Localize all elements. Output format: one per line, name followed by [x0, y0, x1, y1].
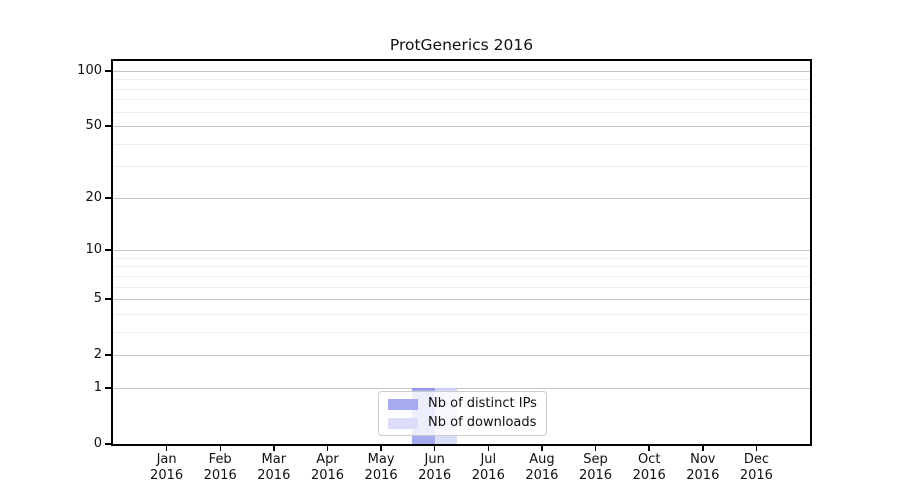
x-axis-tick-mark: [755, 446, 758, 451]
x-axis-year-label: 2016: [364, 468, 398, 483]
legend: Nb of distinct IPs Nb of downloads: [378, 391, 547, 436]
legend-label: Nb of downloads: [428, 415, 537, 430]
x-axis-tick-mark: [702, 446, 704, 451]
plot-area: Nb of distinct IPs Nb of downloads: [113, 61, 810, 444]
y-axis-tick-mark: [105, 443, 111, 445]
gridline-minor: [113, 313, 810, 315]
x-axis-year-label: 2016: [310, 468, 345, 483]
x-axis-tick-mark: [433, 446, 436, 451]
gridline-minor: [113, 143, 810, 145]
y-axis-tick-label: 2: [93, 347, 102, 363]
x-axis-tick-label: Aug 2016: [515, 452, 569, 484]
x-axis-month-label: Feb: [208, 452, 232, 467]
x-axis-month-label: Jan: [156, 452, 177, 467]
x-axis-tick-label: Jul 2016: [461, 452, 515, 484]
x-axis-month-label: Sep: [583, 452, 608, 467]
gridline-minor: [113, 331, 810, 333]
gridline-minor: [113, 275, 810, 277]
y-axis-tick-label: 5: [93, 291, 102, 307]
x-axis-year-label: 2016: [150, 468, 184, 483]
x-axis-tick-mark: [648, 446, 650, 451]
y-axis-tick-label: 20: [85, 189, 102, 205]
y-axis-tick-mark: [105, 298, 111, 300]
x-axis-year-label: 2016: [739, 468, 773, 483]
x-axis-tick-mark: [326, 446, 329, 451]
legend-entry: Nb of downloads: [388, 415, 537, 431]
y-axis-tick-mark: [105, 70, 111, 72]
gridline-major: [113, 355, 810, 357]
y-axis-tick-label: 50: [85, 118, 102, 133]
x-axis-month-label: May: [367, 452, 395, 467]
x-axis-month-label: Nov: [690, 452, 716, 467]
x-axis-year-label: 2016: [257, 468, 291, 483]
x-axis-tick-label: Jun 2016: [408, 452, 462, 484]
gridline-minor: [113, 266, 810, 268]
gridline-major: [113, 70, 810, 72]
y-axis-tick-label: 0: [93, 436, 102, 451]
x-axis-month-label: Jul: [480, 452, 497, 467]
x-axis-year-label: 2016: [686, 468, 720, 483]
y-axis-tick-mark: [105, 197, 111, 199]
gridline-minor: [113, 88, 810, 90]
x-axis-year-label: 2016: [203, 468, 237, 483]
x-axis-month-label: Dec: [743, 452, 769, 467]
x-axis-tick-label: Mar 2016: [247, 452, 301, 484]
x-axis-tick-label: Dec 2016: [729, 452, 783, 484]
y-axis-tick-mark: [105, 125, 111, 127]
x-axis-tick-label: Sep 2016: [569, 452, 623, 484]
x-axis-tick-label: Feb 2016: [193, 452, 247, 484]
gridline-minor: [113, 111, 810, 113]
x-axis-month-label: Oct: [637, 452, 661, 467]
x-axis-tick-mark: [273, 446, 275, 451]
x-axis-tick-mark: [219, 446, 221, 451]
x-axis-tick-mark: [594, 446, 597, 451]
x-axis-month-label: Mar: [261, 452, 287, 467]
gridline-minor: [113, 286, 810, 288]
x-axis-month-label: Jun: [424, 452, 445, 467]
x-axis-year-label: 2016: [418, 468, 452, 483]
x-axis-tick-mark: [541, 446, 543, 451]
chart-title: ProtGenerics 2016: [389, 36, 534, 54]
y-axis-tick-label: 100: [77, 62, 102, 78]
x-axis-tick-mark: [380, 446, 382, 451]
y-axis-tick-mark: [105, 387, 111, 389]
y-axis-tick-label: 10: [85, 242, 102, 258]
gridline-major: [113, 387, 810, 389]
x-axis-year-label: 2016: [471, 468, 505, 483]
gridline-major: [113, 299, 810, 301]
x-axis-year-label: 2016: [525, 468, 559, 483]
x-axis-tick-label: Apr 2016: [301, 452, 355, 484]
x-axis-month-label: Aug: [529, 452, 555, 467]
x-axis-tick-label: May 2016: [354, 452, 408, 484]
gridline-minor: [113, 79, 810, 81]
legend-swatch-icon: [388, 417, 418, 429]
gridline-minor: [113, 257, 810, 259]
gridline-major: [113, 197, 810, 199]
gridline-major: [113, 250, 810, 252]
x-axis-tick-mark: [165, 446, 168, 451]
legend-swatch-icon: [388, 398, 418, 410]
x-axis-year-label: 2016: [578, 468, 613, 483]
gridline-major: [113, 126, 810, 127]
x-axis-month-label: Apr: [316, 452, 339, 467]
x-axis-tick-mark: [487, 446, 490, 451]
x-axis-tick-label: Jan 2016: [140, 452, 194, 484]
legend-entry: Nb of distinct IPs: [388, 396, 537, 412]
y-axis-tick-mark: [105, 354, 111, 356]
x-axis-year-label: 2016: [632, 468, 666, 483]
x-axis-tick-label: Nov 2016: [676, 452, 730, 484]
x-axis-tick-label: Oct 2016: [622, 452, 676, 484]
gridline-minor: [113, 166, 810, 168]
y-axis-tick-mark: [105, 249, 111, 251]
legend-label: Nb of distinct IPs: [428, 396, 537, 411]
y-axis-tick-label: 1: [93, 379, 102, 395]
gridline-minor: [113, 99, 810, 101]
